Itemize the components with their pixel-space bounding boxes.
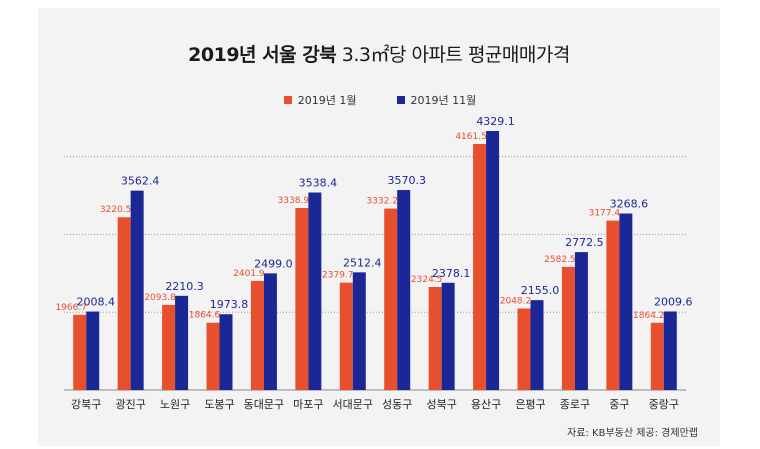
data-label-jan: 3177.4 [589, 209, 621, 219]
data-label-nov: 2155.0 [521, 284, 560, 297]
bar-nov [130, 190, 144, 390]
bar-jan [473, 144, 487, 390]
bar-jan [162, 304, 176, 390]
x-tick-label: 성북구 [426, 398, 456, 411]
data-label-jan: 4161.5 [455, 132, 487, 142]
legend-swatch-jan [283, 96, 292, 104]
data-label-nov: 3562.4 [121, 175, 160, 188]
chart-title-rest: 3.3㎡당 아파트 평균매매가격 [336, 44, 571, 66]
bar-jan [117, 217, 131, 390]
bar-nov [352, 272, 366, 390]
data-label-jan: 3332.2 [366, 197, 398, 207]
data-label-jan: 3338.9 [278, 196, 310, 206]
bar-nov [308, 192, 322, 390]
bar-jan [517, 308, 531, 390]
bar-nov [397, 190, 411, 390]
data-label-jan: 2093.8 [144, 293, 176, 303]
source-note: 자료: KB부동산 제공: 경제만랩 [567, 428, 698, 439]
x-tick-label: 강북구 [71, 398, 101, 411]
data-label-jan: 2582.5 [544, 255, 576, 265]
x-tick-label: 중구 [609, 398, 629, 411]
x-tick-label: 서대문구 [333, 398, 373, 411]
data-label-jan: 2379.7 [322, 271, 354, 281]
legend-item-jan: 2019년 1월 [283, 92, 357, 108]
bar-jan [250, 280, 264, 390]
data-label-nov: 2772.5 [565, 236, 604, 249]
bar-nov [663, 311, 677, 390]
data-label-nov: 4329.1 [476, 115, 515, 128]
bar-jan [295, 208, 309, 390]
legend-item-nov: 2019년 11월 [396, 92, 477, 108]
data-label-nov: 2499.0 [254, 257, 293, 270]
bar-nov [86, 311, 100, 390]
bar-jan [606, 220, 620, 390]
data-label-nov: 3538.4 [299, 177, 338, 190]
bar-nov [219, 314, 233, 390]
data-label-nov: 2009.6 [654, 295, 693, 308]
data-label-jan: 2048.2 [500, 296, 532, 306]
bar-jan [428, 286, 442, 390]
legend-label-nov: 2019년 11월 [410, 94, 477, 107]
data-label-nov: 1973.8 [210, 298, 249, 311]
data-label-nov: 2512.4 [343, 256, 382, 269]
data-label-nov: 3570.3 [387, 174, 426, 187]
bar-nov [530, 300, 544, 390]
bar-nov [486, 131, 500, 390]
x-tick-label: 노원구 [160, 398, 190, 411]
x-tick-label: 동대문구 [244, 398, 284, 411]
data-label-jan: 2401.9 [233, 269, 265, 279]
chart-panel [38, 8, 720, 446]
bar-jan [561, 266, 575, 390]
bar-nov [619, 213, 633, 390]
legend-swatch-nov [396, 96, 405, 104]
data-label-jan: 3220.5 [100, 205, 132, 215]
x-tick-label: 마포구 [293, 398, 323, 411]
x-tick-label: 광진구 [115, 398, 145, 411]
x-tick-label: 중랑구 [649, 398, 679, 411]
x-tick-label: 도봉구 [204, 398, 234, 411]
bar-jan [384, 208, 398, 390]
chart-title: 2019년 서울 강북 3.3㎡당 아파트 평균매매가격 [38, 40, 720, 67]
data-label-jan: 1864.6 [189, 311, 221, 321]
bar-nov [574, 252, 588, 390]
data-label-nov: 2378.1 [432, 267, 471, 280]
x-tick-label: 용산구 [471, 398, 501, 411]
bar-jan [73, 314, 87, 390]
legend-label-jan: 2019년 1월 [297, 94, 357, 107]
data-label-jan: 1966.7 [55, 303, 87, 313]
data-label-nov: 2210.3 [165, 280, 204, 293]
data-label-nov: 2008.4 [76, 296, 115, 309]
data-label-nov: 3268.6 [610, 198, 649, 211]
legend: 2019년 1월 2019년 11월 [0, 92, 760, 108]
data-label-jan: 2324.5 [411, 275, 443, 285]
x-tick-label: 성동구 [382, 398, 412, 411]
bar-jan [206, 322, 220, 390]
bar-jan [650, 322, 664, 390]
bar-nov [441, 282, 455, 390]
bar-nov [263, 273, 277, 390]
bar-jan [339, 282, 353, 390]
x-tick-label: 은평구 [515, 398, 545, 411]
x-tick-label: 종로구 [560, 398, 590, 411]
bar-nov [175, 295, 189, 390]
chart-title-bold: 2019년 서울 강북 [188, 44, 337, 66]
data-label-jan: 1864.2 [633, 311, 665, 321]
